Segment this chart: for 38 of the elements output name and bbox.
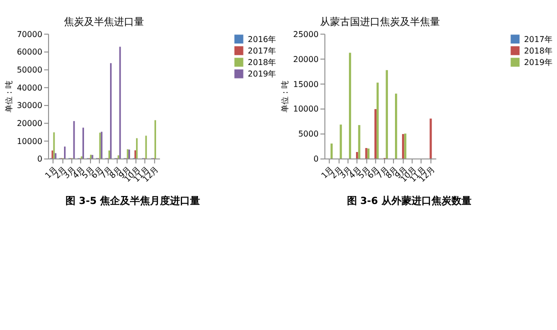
bar [367,148,370,159]
y-tick-label: 30000 [16,101,42,110]
bar [386,70,388,159]
bar [394,94,398,159]
y-tick-label: 10000 [16,136,42,146]
bar [374,109,377,159]
y-tick-label: 25000 [293,30,319,39]
bar [330,144,333,159]
y-tick-label: 50000 [16,66,42,75]
legend-label: 2019年 [248,70,276,79]
legend-label: 2017年 [524,34,552,44]
chart-title: 焦炭及半焦进口量 [64,16,144,28]
y-tick-label: 70000 [16,30,42,39]
y-tick-label: 5000 [298,130,319,139]
bar [358,125,360,159]
legend-label: 2017年 [248,46,276,56]
bar [348,52,352,159]
legend-label: 2016年 [248,34,276,44]
caption: 图 3-5 焦企及半焦月度进口量 [66,194,200,207]
legend-label: 2019年 [524,58,552,67]
bar [356,152,358,159]
bar [430,118,432,159]
chart-title: 从蒙古国进口焦炭及半焦量 [320,16,440,28]
y-tick-label: 10000 [293,104,319,114]
y-tick-label: 60000 [16,48,42,57]
y-tick-label: 0 [37,154,42,164]
y-axis-title: 单位：吨 [280,80,290,113]
bar [340,124,342,159]
y-tick-label: 20000 [293,54,319,64]
caption: 图 3-6 从外蒙进口焦炭数量 [346,194,472,207]
legend-label: 2018年 [248,58,276,67]
y-tick-label: 15000 [293,80,319,89]
legend-label: 2018年 [524,46,552,56]
y-tick-label: 40000 [16,83,42,92]
y-tick-label: 20000 [16,118,42,128]
bar [376,82,379,159]
y-tick-label: 0 [313,154,319,164]
y-axis-title: 单位：吨 [4,80,14,113]
